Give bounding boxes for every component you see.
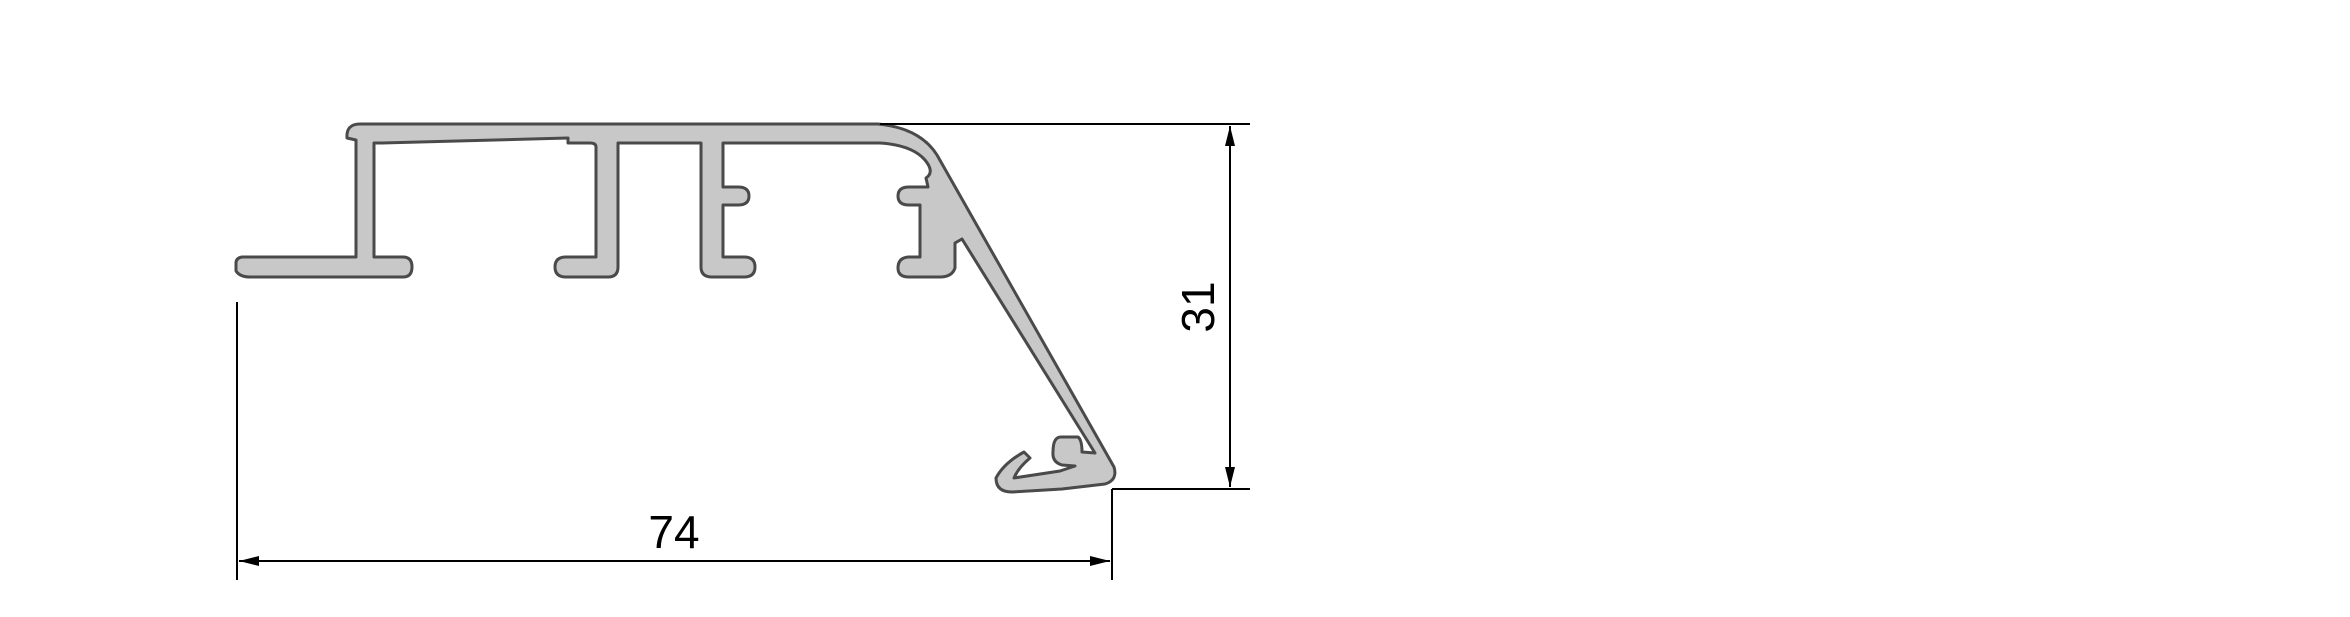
width-dimension-label: 74 [648,506,699,558]
aluminium-profile-section [234,122,1117,494]
height-dimension-label: 31 [1172,281,1224,332]
